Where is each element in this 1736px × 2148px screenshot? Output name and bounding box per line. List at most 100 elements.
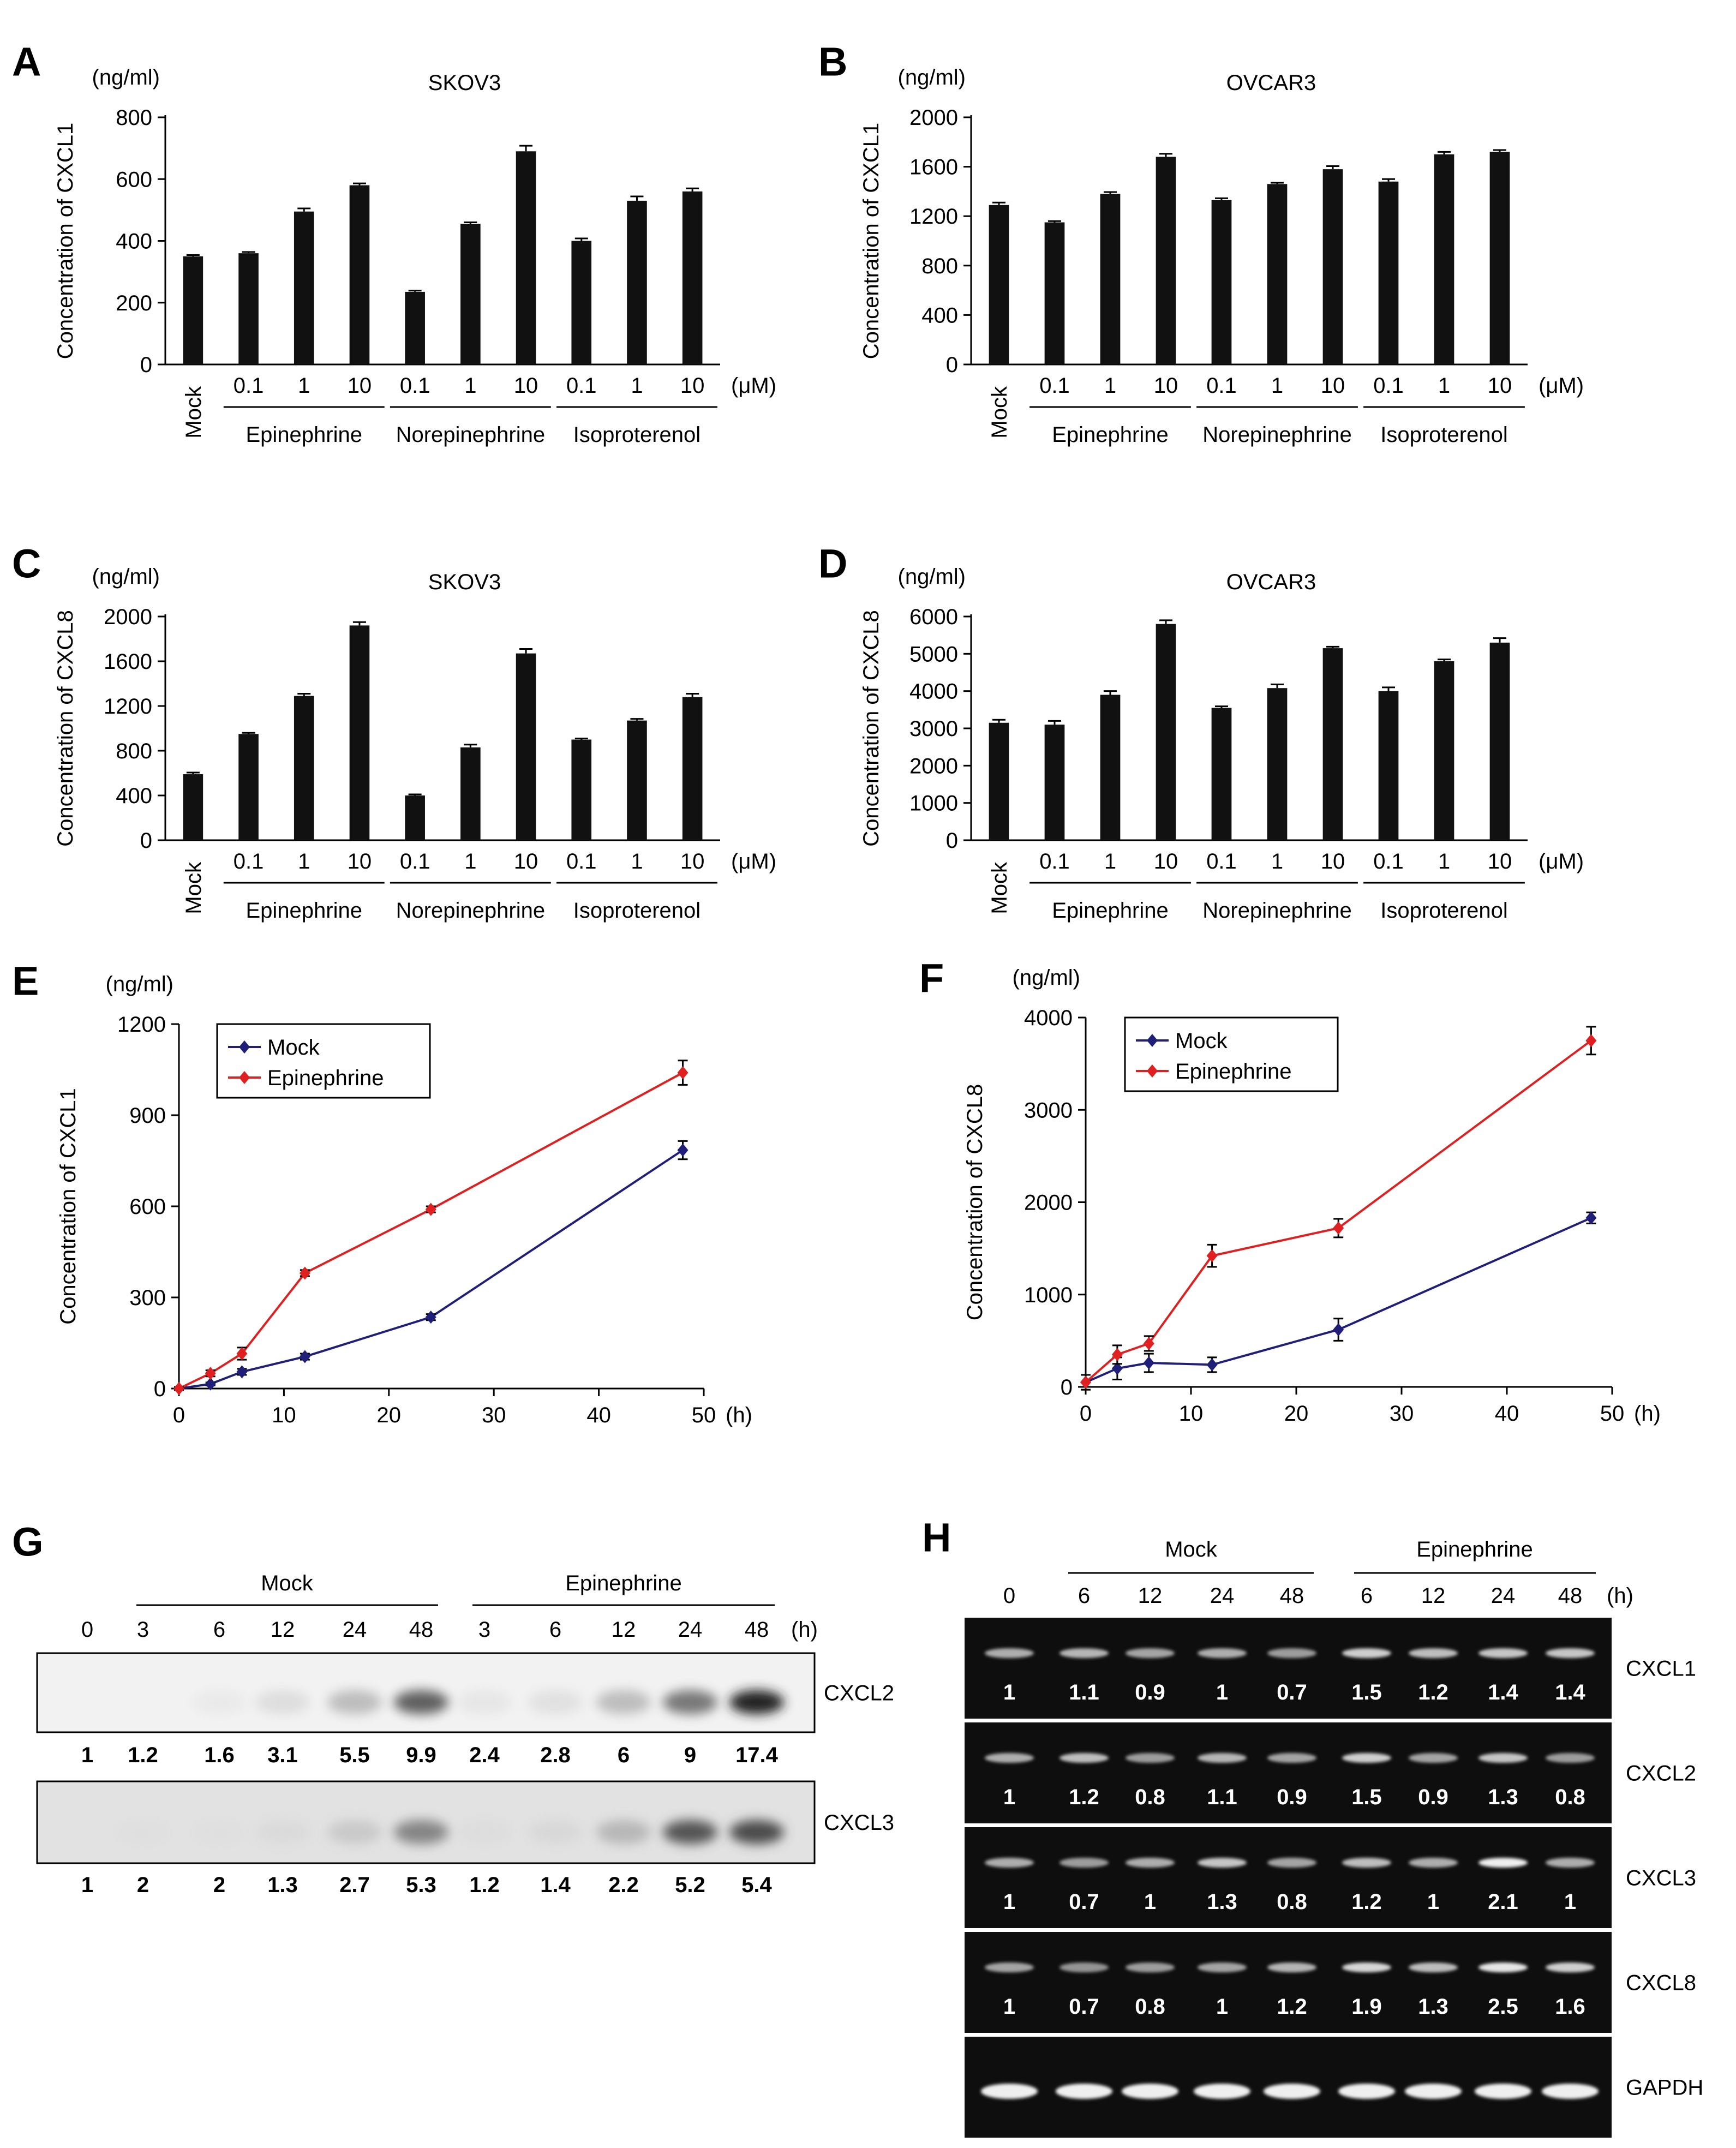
x-category-label: 0.1 xyxy=(234,849,264,873)
band-quantification: 1.5 xyxy=(1351,1785,1382,1809)
row-label: GAPDH xyxy=(1626,2076,1703,2100)
group-label: Epinephrine xyxy=(565,1571,682,1595)
group-label: Mock xyxy=(261,1571,314,1595)
gel-band xyxy=(1267,1962,1316,1972)
y-axis-label: Concentration of CXCL1 xyxy=(56,1088,80,1325)
group-label: Epinephrine xyxy=(1416,1537,1533,1561)
blot-band xyxy=(394,1820,448,1844)
y-tick-label: 5000 xyxy=(909,642,958,666)
y-tick-label: 1200 xyxy=(104,695,152,719)
blot-band xyxy=(255,1820,310,1844)
gel-band xyxy=(1267,1753,1316,1763)
gel-band xyxy=(1198,1962,1247,1972)
data-point xyxy=(1080,1375,1091,1389)
band-quantification: 2.2 xyxy=(608,1873,639,1897)
time-label: 24 xyxy=(678,1618,703,1642)
blot-band xyxy=(327,1690,382,1714)
time-label: 3 xyxy=(137,1618,149,1642)
group-label: Norepinephrine xyxy=(1202,899,1352,923)
band-quantification: 1.3 xyxy=(267,1873,298,1897)
x-category-label: 10 xyxy=(680,849,705,873)
band-quantification: 1.1 xyxy=(1069,1680,1099,1704)
gel-lane-strip xyxy=(965,1932,1612,2033)
bar xyxy=(238,253,259,364)
x-unit: (h) xyxy=(726,1403,752,1427)
gel-band xyxy=(1059,1858,1109,1868)
y-axis-label: Concentration of CXCL1 xyxy=(859,123,883,360)
gel-band xyxy=(1342,1858,1391,1868)
gel-lane-strip xyxy=(965,1827,1612,1928)
gel-band xyxy=(1342,1648,1391,1658)
band-quantification: 0.8 xyxy=(1135,1995,1165,2019)
bar xyxy=(183,774,203,840)
y-tick-label: 0 xyxy=(140,353,152,377)
bar-chart-B: B OVCAR3 (ng/ml) Concentration of CXCL1 0 400… xyxy=(818,39,1584,447)
gel-band xyxy=(1126,1753,1175,1763)
x-category-label: 0.1 xyxy=(234,374,264,398)
gel-band xyxy=(1264,2084,1320,2099)
band-quantification: 1 xyxy=(81,1743,93,1767)
time-label: 12 xyxy=(271,1618,295,1642)
time-label: 24 xyxy=(1210,1584,1235,1608)
x-category-label: 1 xyxy=(631,849,643,873)
y-tick-label: 1200 xyxy=(117,1013,166,1037)
band-quantification: 2.1 xyxy=(1488,1890,1518,1914)
y-tick-label: 2000 xyxy=(1024,1191,1073,1215)
legend-label: Epinephrine xyxy=(267,1066,384,1090)
band-quantification: 1 xyxy=(1003,1995,1015,2019)
bar xyxy=(682,697,703,840)
band-quantification: 1 xyxy=(81,1873,93,1897)
gel-band xyxy=(1338,2084,1395,2099)
bar xyxy=(571,241,592,364)
gel-band xyxy=(1409,1648,1458,1658)
bar xyxy=(294,696,314,840)
x-category-label: 0.1 xyxy=(400,374,430,398)
group-label: Isoproterenol xyxy=(573,899,701,923)
bar xyxy=(682,191,703,364)
data-point xyxy=(205,1377,216,1391)
gel-lane-strip xyxy=(965,1618,1612,1719)
band-quantification: 2 xyxy=(137,1873,149,1897)
time-label: 3 xyxy=(478,1618,490,1642)
data-point xyxy=(173,1382,184,1395)
x-tick-label: 20 xyxy=(377,1403,402,1427)
x-category-label: 1 xyxy=(464,374,476,398)
x-tick-label: 40 xyxy=(586,1403,611,1427)
group-label: Norepinephrine xyxy=(1202,423,1352,447)
y-axis-label: Concentration of CXCL1 xyxy=(53,123,77,360)
gel-band xyxy=(1478,1648,1528,1658)
chart-title: OVCAR3 xyxy=(1226,570,1316,594)
y-tick-label: 2000 xyxy=(104,605,152,629)
band-quantification: 1 xyxy=(1144,1890,1156,1914)
band-quantification: 1.2 xyxy=(1351,1890,1382,1914)
x-tick-label: 0 xyxy=(1080,1402,1092,1426)
y-axis-label: Concentration of CXCL8 xyxy=(53,610,77,847)
group-label: Epinephrine xyxy=(246,899,363,923)
y-tick-label: 200 xyxy=(116,291,152,315)
time-label: 48 xyxy=(409,1618,434,1642)
blot-band xyxy=(192,1820,247,1844)
x-category-label: 10 xyxy=(1321,374,1345,398)
gel-band xyxy=(985,1962,1034,1972)
blot-band xyxy=(528,1690,583,1714)
gel-band xyxy=(1126,1648,1175,1658)
y-tick-label: 0 xyxy=(140,829,152,853)
panel-label: B xyxy=(818,39,847,85)
band-quantification: 1.3 xyxy=(1488,1785,1518,1809)
x-unit: (μM) xyxy=(731,374,776,398)
panel-label: E xyxy=(12,959,39,1004)
band-quantification: 2.7 xyxy=(339,1873,370,1897)
y-tick-label: 1000 xyxy=(909,792,958,816)
gel-band xyxy=(981,2084,1038,2099)
gel-band xyxy=(1059,1753,1109,1763)
legend-label: Mock xyxy=(1175,1029,1228,1053)
time-label: 6 xyxy=(1078,1584,1090,1608)
data-point xyxy=(425,1311,436,1324)
bar xyxy=(516,653,536,840)
band-quantification: 1.4 xyxy=(540,1873,571,1897)
x-category-label: 1 xyxy=(1104,374,1116,398)
group-label: Isoproterenol xyxy=(1380,423,1507,447)
x-category-label: Mock xyxy=(182,861,206,914)
x-category-label: 10 xyxy=(1154,374,1178,398)
